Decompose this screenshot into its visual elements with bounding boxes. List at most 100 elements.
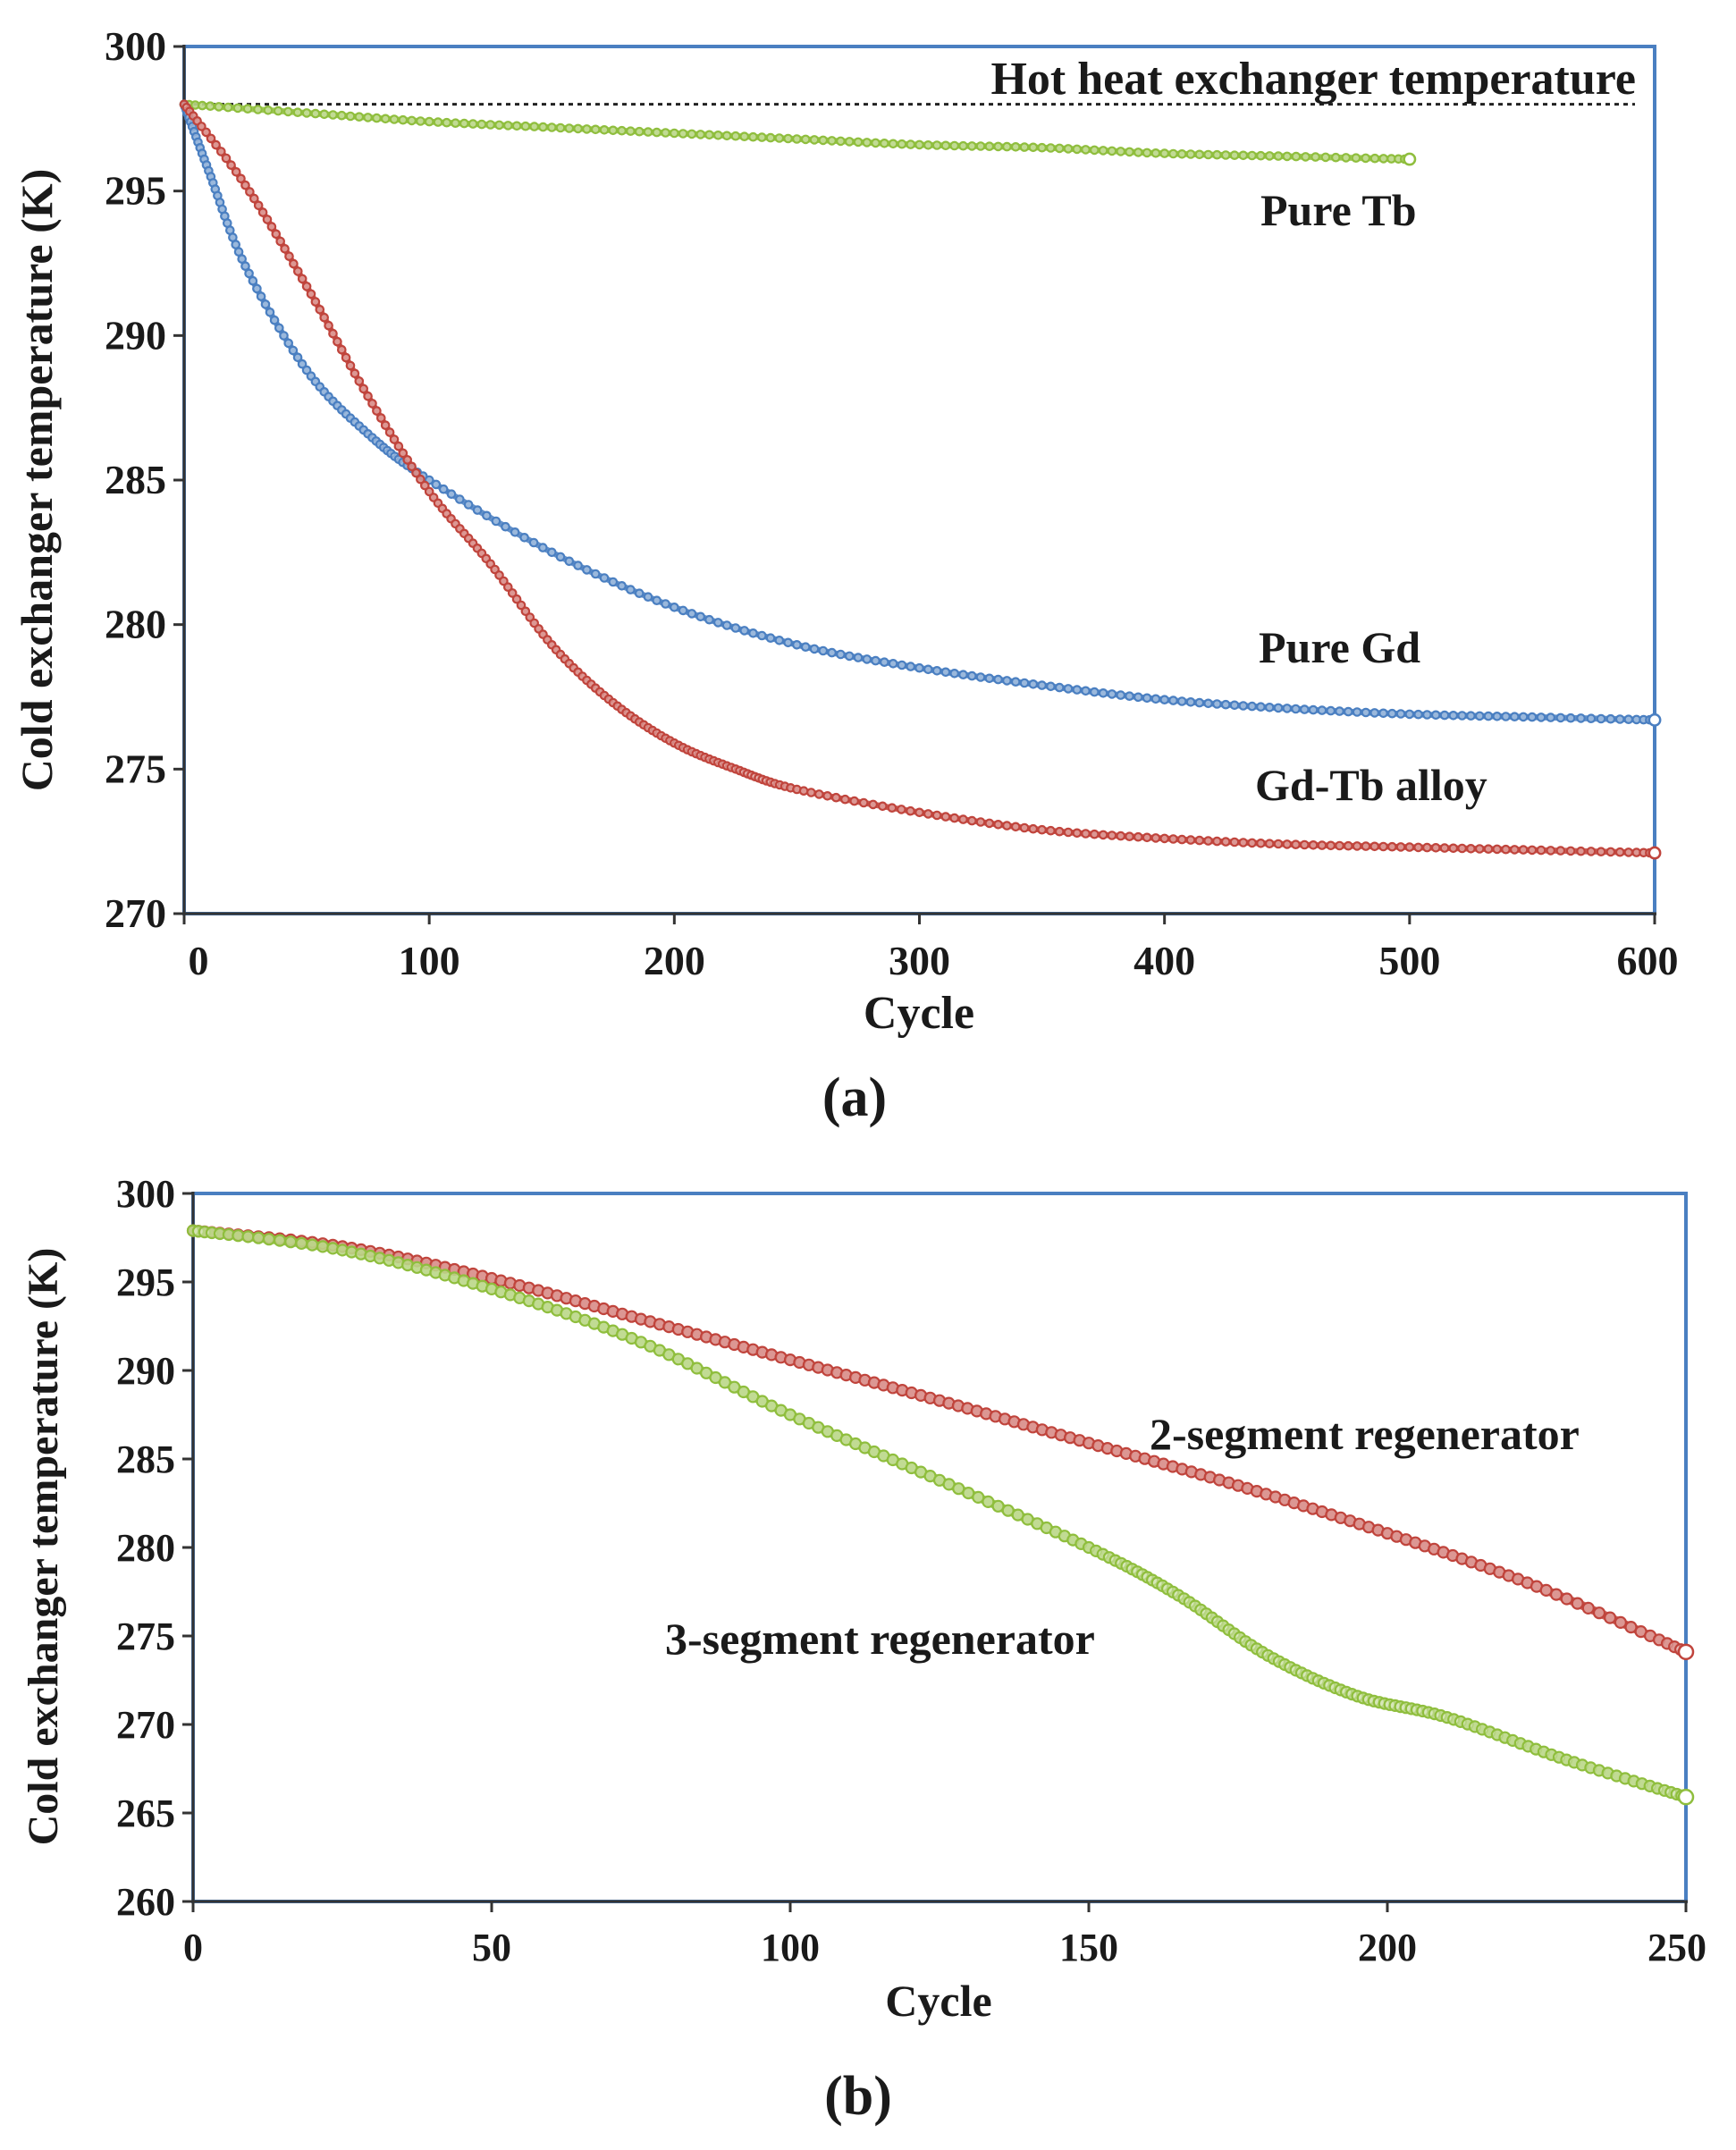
data-point-gd-tb-alloy [830,792,841,803]
data-point-pure-gd [1492,711,1502,721]
data-point-gd-tb-alloy [226,160,236,170]
data-point-gd-tb-alloy [906,805,915,816]
data-point-pure-gd [809,644,820,654]
data-point-gd-tb-alloy [315,304,325,315]
data-point-pure-gd [446,489,457,499]
data-point-gd-tb-alloy [923,809,933,819]
data-point-pure-gd [1596,713,1606,724]
y-axis-label-a: Cold exchanger temperature (K) [12,169,62,792]
data-point-pure-tb [1168,148,1178,159]
data-point-gd-tb-alloy [1536,845,1546,856]
plot-frame-b [191,1192,1688,1903]
data-point-pure-tb [485,120,495,130]
data-point-pure-tb [433,117,443,127]
end-point-pure-gd [1648,712,1662,727]
y-tick-label-a-285: 285 [105,457,166,502]
data-point-pure-tb [1301,152,1310,162]
series-group-a [179,99,1662,860]
data-point-gd-tb-alloy [1159,833,1169,844]
data-point-pure-gd [1256,702,1266,712]
data-point-pure-tb [687,129,697,139]
data-point-gd-tb-alloy [350,368,360,379]
data-point-gd-tb-alloy [1291,839,1301,849]
data-point-gd-tb-alloy [1527,845,1538,856]
data-point-gd-tb-alloy [292,266,303,276]
data-point-pure-tb [459,118,469,129]
data-point-pure-gd [1300,704,1310,714]
data-point-gd-tb-alloy [419,480,430,491]
y-tick-label-a-295: 295 [105,168,166,214]
data-point-pure-gd [269,315,280,325]
data-point-2-segment-regenerator [1603,1611,1617,1624]
data-point-gd-tb-alloy [1116,830,1125,841]
data-point-pure-tb [879,139,889,148]
y-tick-label-b-280: 280 [116,1526,175,1570]
data-point-gd-tb-alloy [1229,837,1240,847]
data-point-gd-tb-alloy [1466,843,1476,854]
data-point-pure-tb [626,126,636,136]
data-point-pure-tb [1028,142,1039,153]
data-point-gd-tb-alloy [931,810,942,821]
data-point-2-segment-regenerator [1571,1597,1584,1610]
data-point-pure-gd [669,602,679,612]
end-point-pure-tb [1403,152,1417,166]
y-tick-label-b-285: 285 [116,1438,175,1481]
data-point-pure-gd [1483,711,1494,721]
data-point-pure-tb [336,110,347,121]
data-point-gd-tb-alloy [1596,847,1606,856]
data-point-pure-gd [1159,695,1169,704]
x-tick-label-a-500: 500 [1378,938,1440,983]
data-point-pure-gd [984,673,995,684]
data-point-pure-tb [1185,149,1196,159]
data-point-pure-gd [279,331,289,341]
data-point-pure-gd [1308,704,1319,715]
data-point-pure-tb [940,140,951,151]
data-point-pure-gd [853,653,864,662]
x-axis-label-a: Cycle [864,988,974,1039]
data-point-pure-tb [223,102,233,113]
data-point-pure-gd [712,618,723,628]
data-point-gd-tb-alloy [231,167,241,177]
data-point-pure-tb [573,123,583,134]
data-point-pure-gd [472,505,483,515]
data-point-pure-tb [792,134,802,144]
data-point-pure-tb [1125,147,1134,157]
data-point-pure-tb [783,133,793,144]
data-point-pure-tb [669,128,679,139]
data-point-3-segment-regenerator [335,1244,350,1257]
series-label-gd-tb-alloy: Gd-Tb alloy [1255,760,1487,810]
data-point-gd-tb-alloy [798,786,809,796]
data-point-pure-tb [424,116,434,127]
data-point-pure-tb [529,122,539,131]
data-point-pure-tb [739,131,749,141]
data-point-gd-tb-alloy [266,222,277,232]
x-tick-label-b-0: 0 [183,1926,203,1969]
data-point-gd-tb-alloy [424,486,434,497]
data-point-gd-tb-alloy [1352,841,1362,851]
y-tick-label-b-295: 295 [116,1260,175,1304]
data-point-pure-tb [1212,149,1222,160]
data-point-pure-gd [1107,689,1117,699]
data-point-3-segment-regenerator [972,1490,985,1505]
data-point-pure-tb [582,124,592,134]
y-tick-label-b-290: 290 [116,1349,175,1393]
y-tick-label-a-275: 275 [105,746,166,791]
data-point-pure-tb [1310,152,1320,162]
data-point-gd-tb-alloy [840,794,850,805]
data-point-gd-tb-alloy [1142,832,1152,843]
data-point-gd-tb-alloy [262,215,273,224]
data-point-gd-tb-alloy [341,352,351,363]
data-point-gd-tb-alloy [516,600,527,611]
data-point-gd-tb-alloy [1002,821,1012,830]
x-tick-label-b-100: 100 [761,1926,820,1969]
data-point-gd-tb-alloy [1623,847,1634,857]
data-point-pure-gd [582,565,592,575]
data-point-pure-gd [617,580,627,591]
data-point-pure-tb [1054,143,1065,154]
data-point-pure-gd [1046,681,1056,692]
series-label-pure-tb: Pure Tb [1260,185,1417,235]
data-point-pure-tb [836,136,846,147]
data-point-pure-gd [906,662,915,671]
data-point-pure-gd [1028,679,1039,689]
data-point-gd-tb-alloy [271,229,282,240]
